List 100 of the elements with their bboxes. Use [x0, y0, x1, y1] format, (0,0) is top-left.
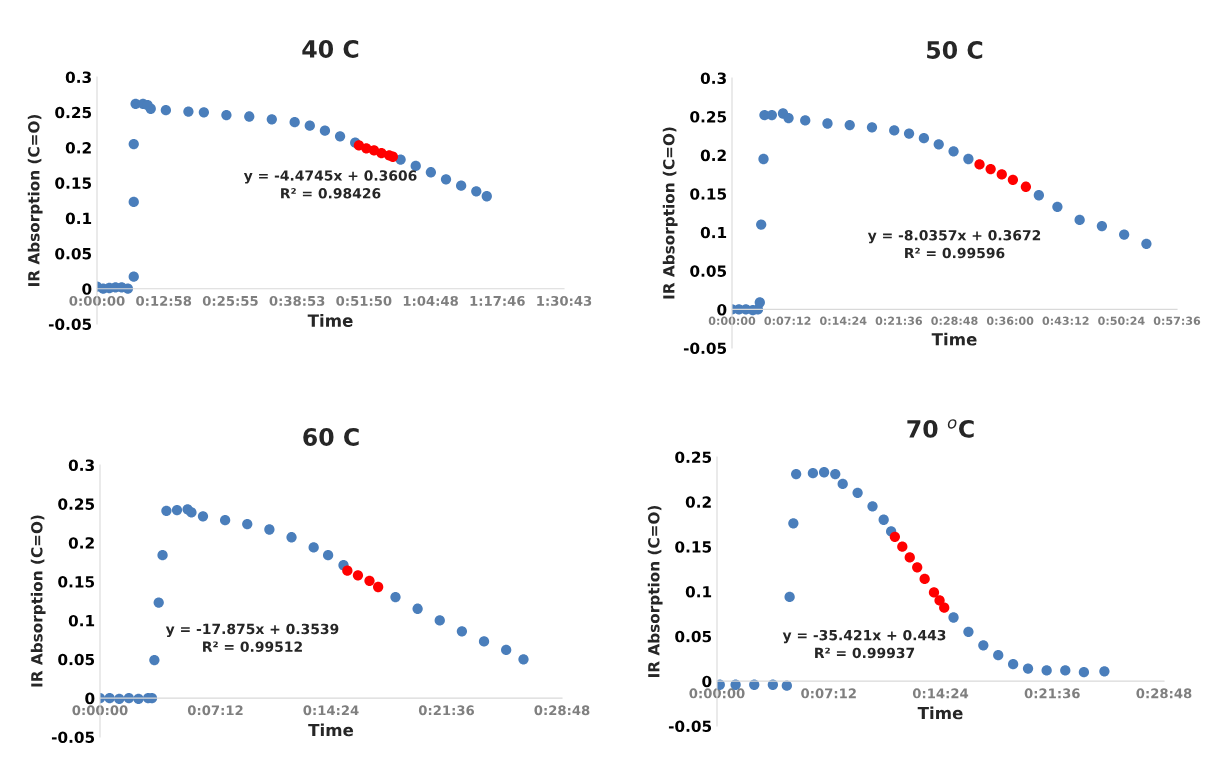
x-tick-label: 0:07:12	[187, 705, 243, 716]
y-tick-label: 0.25	[675, 451, 712, 464]
point	[837, 478, 848, 490]
point	[221, 109, 232, 121]
point	[471, 186, 482, 197]
x-tick-label: 0:00:00	[72, 705, 128, 716]
point	[974, 159, 985, 170]
point	[963, 153, 974, 165]
y-axis-title: IR Absorption (C=O)	[647, 505, 663, 677]
point	[1096, 220, 1108, 232]
y-tick-label: 0.25	[58, 498, 95, 510]
x-tick-label: 0:12:58	[136, 295, 192, 306]
x-axis-title: Time	[917, 706, 963, 720]
y-tick-label: 0.25	[55, 106, 92, 119]
point	[242, 518, 253, 530]
y-tick-label: 0.1	[700, 226, 727, 239]
x-tick-label: 0:51:50	[336, 295, 392, 306]
y-axis-title: IR Absorption (C=O)	[30, 515, 46, 687]
point	[219, 515, 231, 526]
y-tick-label: 0.05	[690, 265, 727, 277]
point	[963, 626, 974, 637]
point	[128, 138, 139, 150]
point	[918, 133, 930, 144]
y-tick-label: -0.05	[51, 731, 95, 744]
chart-title: 60 C	[303, 428, 359, 446]
point	[128, 196, 139, 208]
point	[1141, 238, 1152, 250]
x-tick-label: 0:07:12	[764, 316, 811, 325]
x-axis-title: Time	[307, 313, 353, 327]
point	[352, 570, 364, 581]
y-tick-label: -0.05	[683, 342, 727, 355]
point	[933, 139, 944, 150]
point	[1078, 667, 1090, 678]
point	[197, 511, 209, 522]
point	[1033, 190, 1045, 201]
x-tick-label: 0:25:55	[202, 295, 258, 306]
y-tick-label: 0	[85, 692, 95, 705]
point	[993, 650, 1004, 661]
point	[1007, 658, 1019, 670]
point	[830, 468, 841, 480]
point	[1074, 214, 1085, 226]
point	[889, 125, 900, 136]
x-axis-title: Time	[308, 723, 354, 737]
point	[342, 565, 353, 576]
y-tick-label: 0.2	[685, 496, 711, 508]
point	[912, 562, 923, 573]
point	[373, 581, 384, 593]
point	[996, 169, 1007, 180]
x-tick-label: 0:21:36	[418, 705, 475, 716]
point	[198, 107, 210, 118]
y-tick-label: 0	[82, 283, 92, 295]
point	[783, 112, 794, 124]
point	[322, 550, 334, 561]
y-tick-label: 0.15	[690, 188, 727, 200]
point	[456, 626, 468, 637]
point	[791, 468, 802, 480]
point	[878, 514, 889, 525]
x-tick-label: 1:04:48	[403, 295, 458, 306]
y-tick-label: 0	[702, 675, 712, 688]
point	[183, 106, 194, 117]
x-tick-label: 0:36:00	[986, 316, 1034, 325]
point	[928, 587, 940, 598]
point	[308, 542, 319, 553]
y-tick-label: -0.05	[668, 720, 712, 733]
point	[919, 573, 930, 585]
point	[948, 146, 959, 157]
x-tick-label: 0:28:48	[534, 705, 590, 716]
point	[319, 125, 331, 136]
chart-title: 40 C	[302, 40, 359, 58]
y-tick-label: 0.2	[65, 142, 91, 154]
x-tick-label: 0:14:24	[303, 705, 359, 716]
annotation: y = -4.4745x + 0.3606 R² = 0.98426	[243, 170, 417, 199]
point	[807, 467, 819, 479]
point	[160, 105, 172, 116]
point	[897, 541, 908, 552]
x-tick-label: 0:57:36	[1153, 316, 1201, 325]
y-axis-title: IR Absorption (C=O)	[27, 114, 43, 286]
point	[161, 505, 172, 516]
x-tick-label: 0:50:24	[1098, 316, 1145, 325]
point	[934, 595, 945, 606]
point	[334, 131, 346, 142]
point	[440, 174, 452, 185]
y-tick-label: 0.05	[55, 247, 92, 260]
point	[1119, 229, 1130, 240]
point	[800, 115, 811, 126]
y-axis-title: IR Absorption (C=O)	[662, 127, 678, 299]
point	[128, 271, 139, 282]
point	[867, 501, 878, 512]
y-tick-label: 0.1	[685, 585, 712, 598]
x-tick-label: 1:30:43	[537, 295, 592, 306]
y-tick-label: 0.15	[58, 576, 95, 588]
point	[244, 111, 255, 122]
point	[157, 550, 168, 561]
point	[788, 518, 799, 529]
annotation: y = -8.0357x + 0.3672 R² = 0.99596	[867, 229, 1041, 259]
point	[866, 122, 878, 133]
y-tick-label: 0.15	[55, 177, 92, 189]
y-tick-label: 0.3	[700, 72, 726, 85]
y-tick-label: 0.25	[690, 111, 727, 123]
chart-title: 50 C	[927, 41, 983, 59]
